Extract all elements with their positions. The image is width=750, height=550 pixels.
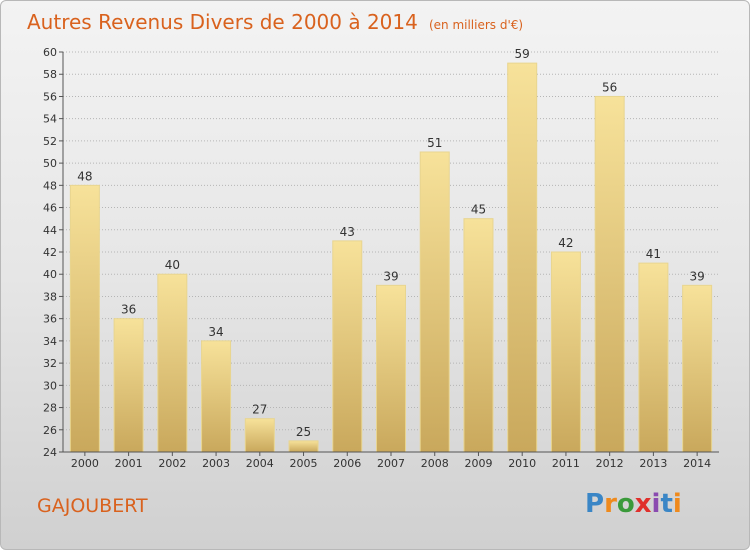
bars: 48 36 40 34 27 25 43 39 51 45 59 42 56 41 39 (69, 47, 713, 453)
bar (157, 273, 188, 453)
bar (288, 440, 319, 453)
y-tick-label: 38 (43, 290, 57, 303)
chart-subtitle: (en milliers d'€) (428, 18, 524, 32)
y-tick-label: 44 (43, 224, 57, 237)
y-tick-label: 46 (43, 202, 57, 215)
x-tick-label: 2011 (552, 457, 580, 470)
bar-value-label: 42 (558, 236, 573, 250)
y-tick-label: 52 (43, 135, 57, 148)
bar (69, 184, 100, 453)
bar (507, 62, 538, 453)
x-tick-label: 2001 (115, 457, 143, 470)
y-tick-label: 26 (43, 424, 57, 437)
x-tick-label: 2003 (202, 457, 230, 470)
x-tick-label: 2010 (508, 457, 536, 470)
y-tick-label: 32 (43, 357, 57, 370)
bar-value-label: 34 (208, 325, 223, 339)
commune-name: GAJOUBERT (37, 495, 148, 517)
bar-value-label: 27 (252, 403, 267, 417)
bar-value-label: 45 (471, 203, 486, 217)
bar (201, 340, 232, 453)
y-tick-label: 28 (43, 402, 57, 415)
x-tick-label: 2013 (639, 457, 667, 470)
y-tick-label: 50 (43, 157, 57, 170)
bar (332, 240, 363, 453)
x-tick-label: 2005 (290, 457, 318, 470)
x-tick-label: 2007 (377, 457, 405, 470)
x-tick-label: 2014 (683, 457, 711, 470)
bar (113, 318, 144, 453)
x-tick-label: 2004 (246, 457, 274, 470)
axes: 24 26 28 30 32 34 36 38 40 42 44 46 48 50 52 54 56 58 60 20… (43, 46, 719, 470)
y-tick-label: 30 (43, 379, 57, 392)
bar (376, 284, 406, 453)
bar (244, 418, 275, 453)
y-tick-label: 24 (43, 446, 57, 459)
bar-value-label: 36 (121, 303, 136, 317)
bar (419, 151, 450, 453)
y-tick-label: 60 (43, 46, 57, 59)
bar-value-label: 41 (646, 247, 661, 261)
y-tick-label: 34 (43, 335, 57, 348)
bar-value-label: 43 (340, 225, 355, 239)
y-tick-label: 58 (43, 68, 57, 81)
bar-value-label: 59 (515, 47, 530, 61)
bar-value-label: 56 (602, 80, 617, 94)
bar-value-label: 39 (383, 269, 398, 283)
bar-value-label: 48 (77, 169, 92, 183)
y-tick-label: 56 (43, 90, 57, 103)
bar (638, 262, 669, 453)
y-tick-label: 42 (43, 246, 57, 259)
x-tick-label: 2008 (421, 457, 449, 470)
chart-title-main: Autres Revenus Divers de 2000 à 2014 (27, 10, 418, 34)
x-tick-label: 2012 (596, 457, 624, 470)
bar (550, 251, 581, 453)
x-tick-label: 2009 (464, 457, 492, 470)
proxiti-logo: Proxiti (585, 489, 682, 519)
y-tick-label: 48 (43, 179, 57, 192)
y-tick-label: 40 (43, 268, 57, 281)
y-tick-label: 36 (43, 313, 57, 326)
x-tick-label: 2006 (333, 457, 361, 470)
bar-value-label: 25 (296, 425, 311, 439)
chart-title: Autres Revenus Divers de 2000 à 2014 (en… (27, 10, 523, 34)
x-tick-label: 2002 (158, 457, 186, 470)
bar-value-label: 39 (689, 269, 704, 283)
y-tick-label: 54 (43, 113, 57, 126)
bar (594, 95, 625, 453)
bar-value-label: 40 (165, 258, 180, 272)
bar (682, 284, 713, 453)
x-tick-label: 2000 (71, 457, 99, 470)
bar-value-label: 51 (427, 136, 442, 150)
bar (463, 218, 494, 453)
